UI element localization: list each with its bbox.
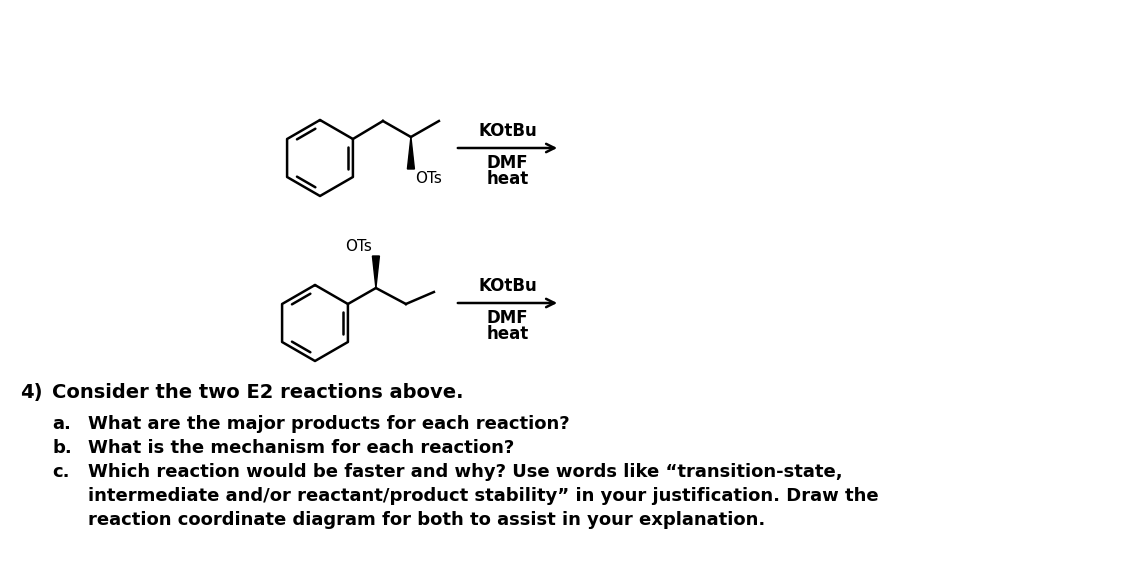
Text: KOtBu: KOtBu: [479, 122, 537, 140]
Text: heat: heat: [486, 170, 528, 188]
Text: c.: c.: [52, 463, 70, 481]
Text: intermediate and/or reactant/product stability” in your justification. Draw the: intermediate and/or reactant/product sta…: [88, 487, 878, 505]
Text: 4): 4): [20, 383, 43, 402]
Polygon shape: [408, 137, 414, 169]
Polygon shape: [373, 256, 379, 288]
Text: What are the major products for each reaction?: What are the major products for each rea…: [88, 415, 570, 433]
Text: KOtBu: KOtBu: [479, 277, 537, 295]
Text: Consider the two E2 reactions above.: Consider the two E2 reactions above.: [52, 383, 464, 402]
Text: heat: heat: [486, 325, 528, 343]
Text: DMF: DMF: [486, 309, 528, 327]
Text: reaction coordinate diagram for both to assist in your explanation.: reaction coordinate diagram for both to …: [88, 511, 766, 529]
Text: a.: a.: [52, 415, 71, 433]
Text: DMF: DMF: [486, 154, 528, 172]
Text: What is the mechanism for each reaction?: What is the mechanism for each reaction?: [88, 439, 515, 457]
Text: b.: b.: [52, 439, 72, 457]
Text: Which reaction would be faster and why? Use words like “transition-state,: Which reaction would be faster and why? …: [88, 463, 842, 481]
Text: OTs: OTs: [345, 239, 372, 254]
Text: OTs: OTs: [414, 171, 441, 186]
